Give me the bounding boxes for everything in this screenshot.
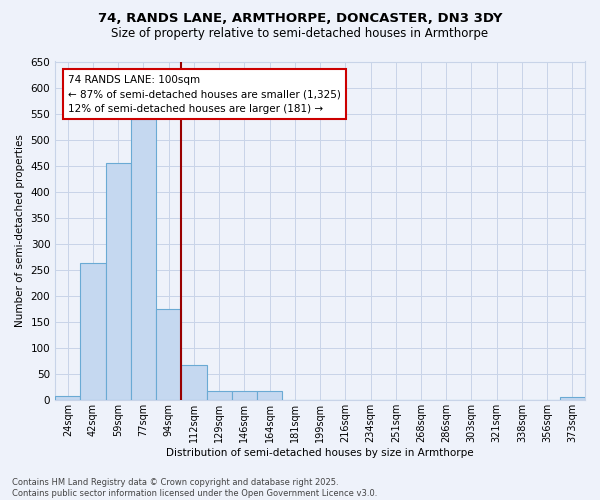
Bar	[560, 396, 585, 400]
Bar	[232, 392, 257, 400]
X-axis label: Distribution of semi-detached houses by size in Armthorpe: Distribution of semi-detached houses by …	[166, 448, 474, 458]
Bar	[257, 392, 282, 400]
Text: 74 RANDS LANE: 100sqm
← 87% of semi-detached houses are smaller (1,325)
12% of s: 74 RANDS LANE: 100sqm ← 87% of semi-deta…	[68, 74, 341, 114]
Bar	[55, 396, 80, 400]
Text: Contains HM Land Registry data © Crown copyright and database right 2025.
Contai: Contains HM Land Registry data © Crown c…	[12, 478, 377, 498]
Bar	[181, 365, 206, 400]
Bar	[106, 163, 131, 400]
Bar	[156, 308, 181, 400]
Y-axis label: Number of semi-detached properties: Number of semi-detached properties	[15, 134, 25, 327]
Bar	[206, 392, 232, 400]
Bar	[80, 263, 106, 400]
Text: Size of property relative to semi-detached houses in Armthorpe: Size of property relative to semi-detach…	[112, 28, 488, 40]
Text: 74, RANDS LANE, ARMTHORPE, DONCASTER, DN3 3DY: 74, RANDS LANE, ARMTHORPE, DONCASTER, DN…	[98, 12, 502, 26]
Bar	[131, 118, 156, 400]
